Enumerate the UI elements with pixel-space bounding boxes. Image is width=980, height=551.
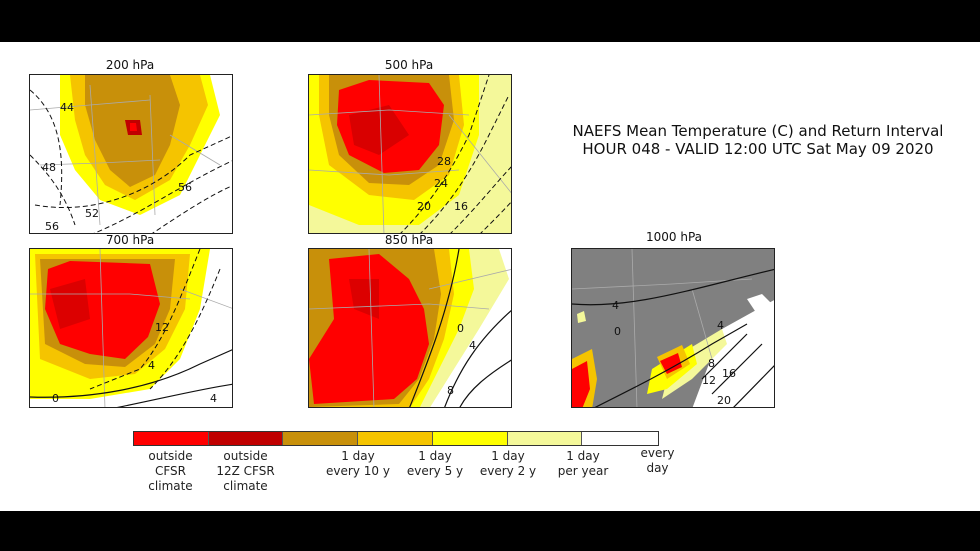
figure-title: NAEFS Mean Temperature (C) and Return In…: [548, 122, 968, 158]
figure-frame: NAEFS Mean Temperature (C) and Return In…: [0, 42, 980, 511]
contour-label: 0: [457, 322, 464, 335]
map-850hpa: 0 4 8: [308, 248, 512, 408]
legend-label-outside-12z-cfsr: outside 12Z CFSR climate: [216, 449, 275, 493]
panel-500-title: 500 hPa: [384, 58, 434, 72]
panel-200-title: 200 hPa: [105, 58, 155, 72]
legend-label-every-2y: 1 day every 2 y: [479, 449, 537, 478]
legend-swatch-every-5y: [358, 432, 433, 445]
legend-swatch-outside-12z-cfsr: [208, 432, 284, 445]
contour-label: 52: [85, 207, 99, 220]
contour-label: 44: [60, 101, 74, 114]
map-500hpa: 28 24 20 16: [308, 74, 512, 234]
contour-label: 16: [722, 367, 736, 380]
contour-label: 24: [434, 177, 448, 190]
map-850hpa-svg: 0 4 8: [309, 249, 511, 407]
contour-label: 28: [437, 155, 451, 168]
contour-label: 12: [702, 374, 716, 387]
contour-label: 4: [148, 359, 155, 372]
legend-swatch-outside-cfsr: [134, 432, 209, 445]
map-200hpa-svg: 44 48 52 56 56: [30, 75, 232, 233]
legend-label-outside-cfsr: outside CFSR climate: [148, 449, 193, 493]
contour-label: 8: [708, 357, 715, 370]
contour-label: 20: [417, 200, 431, 213]
map-500hpa-svg: 28 24 20 16: [309, 75, 511, 233]
color-legend: [133, 431, 659, 446]
legend-label-every-5y: 1 day every 5 y: [406, 449, 464, 478]
contour-label: 16: [454, 200, 468, 213]
panel-1000-title: 1000 hPa: [645, 230, 702, 244]
legend-swatch-every-2y: [432, 432, 508, 445]
map-700hpa: 12 4 0 4: [29, 248, 233, 408]
title-line-2: HOUR 048 - VALID 12:00 UTC Sat May 09 20…: [582, 140, 934, 158]
map-1000hpa: 4 0 4 8 12 16 20: [571, 248, 775, 408]
panel-850-title: 850 hPa: [384, 233, 434, 247]
contour-label: 4: [469, 339, 476, 352]
legend-label-every-10y: 1 day every 10 y: [326, 449, 390, 478]
panel-700-title: 700 hPa: [105, 233, 155, 247]
legend-swatch-every-day: [582, 432, 659, 445]
contour-label: 12: [155, 321, 169, 334]
contour-label: 48: [42, 161, 56, 174]
legend-swatch-every-10y: [283, 432, 359, 445]
legend-label-per-year: 1 day per year: [557, 449, 609, 478]
legend-label-every-day: every day: [640, 446, 675, 475]
contour-label: 20: [717, 394, 731, 407]
contour-label: 56: [178, 181, 192, 194]
contour-label: 0: [614, 325, 621, 338]
legend-swatch-per-year: [507, 432, 583, 445]
contour-label: 0: [52, 392, 59, 405]
map-1000hpa-svg: 4 0 4 8 12 16 20: [572, 249, 774, 407]
contour-label: 4: [612, 299, 619, 312]
map-200hpa: 44 48 52 56 56: [29, 74, 233, 234]
contour-label: 4: [210, 392, 217, 405]
contour-label: 56: [45, 220, 59, 233]
map-700hpa-svg: 12 4 0 4: [30, 249, 232, 407]
contour-label: 4: [717, 319, 724, 332]
contour-label: 8: [447, 384, 454, 397]
title-line-1: NAEFS Mean Temperature (C) and Return In…: [572, 122, 944, 140]
